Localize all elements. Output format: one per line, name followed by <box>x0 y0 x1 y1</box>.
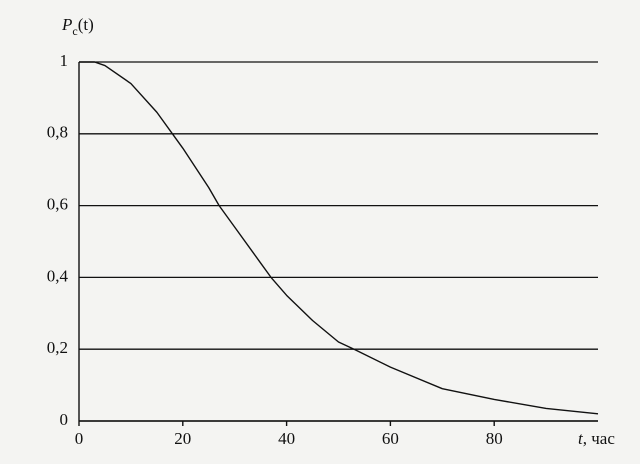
y-tick-label: 1 <box>60 51 69 70</box>
y-label-subscript: с <box>72 24 77 38</box>
y-tick-label: 0 <box>60 410 69 429</box>
y-tick-label: 0,6 <box>47 195 68 214</box>
y-label-argument: (t) <box>78 15 94 34</box>
y-tick-label: 0,4 <box>47 266 69 285</box>
x-tick-label: 20 <box>174 429 191 448</box>
x-tick-label: 60 <box>382 429 399 448</box>
y-axis-label: Pс(t) <box>61 15 94 38</box>
data-line <box>79 61 599 415</box>
x-axis-label: t, час <box>578 429 615 448</box>
x-label-symbol: t <box>578 429 584 448</box>
y-tick-label: 0,8 <box>47 123 68 142</box>
x-tick-label: 80 <box>486 429 503 448</box>
y-tick-label: 0,2 <box>47 338 68 357</box>
x-label-unit: , час <box>583 429 616 448</box>
y-label-symbol: P <box>61 15 72 34</box>
x-tick-label: 40 <box>278 429 295 448</box>
x-tick-label: 0 <box>75 429 84 448</box>
